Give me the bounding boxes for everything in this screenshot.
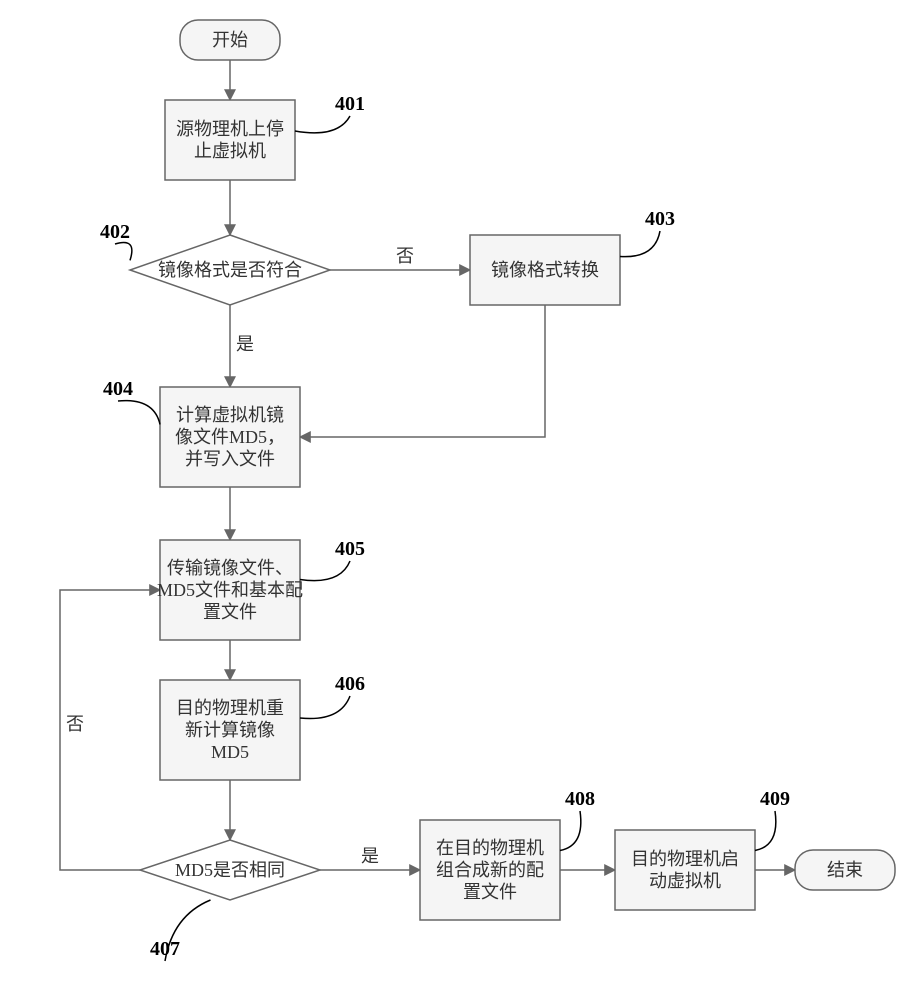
leader-405 bbox=[300, 561, 350, 581]
leader-403 bbox=[620, 231, 660, 257]
leader-409 bbox=[755, 811, 776, 851]
step-label-409: 409 bbox=[760, 788, 790, 810]
node-n409: 目的物理机启动虚拟机 bbox=[615, 830, 755, 910]
node-text-n403-0: 镜像格式转换 bbox=[491, 260, 599, 280]
node-text-n404-2: 并写入文件 bbox=[185, 449, 275, 469]
edge-label-n402-n404: 是 bbox=[236, 334, 254, 354]
node-start: 开始 bbox=[180, 20, 280, 60]
step-label-403: 403 bbox=[645, 208, 675, 230]
node-text-n405-1: MD5文件和基本配 bbox=[157, 580, 303, 600]
node-text-n409-0: 目的物理机启 bbox=[631, 849, 739, 869]
node-text-n404-0: 计算虚拟机镜 bbox=[176, 405, 284, 425]
step-label-407: 407 bbox=[150, 938, 180, 960]
node-text-n406-1: 新计算镜像 bbox=[185, 720, 275, 740]
node-text-n408-1: 组合成新的配 bbox=[436, 860, 544, 880]
edge-label-n402-n403: 否 bbox=[396, 246, 414, 266]
node-n406: 目的物理机重新计算镜像MD5 bbox=[160, 680, 300, 780]
step-label-404: 404 bbox=[103, 378, 133, 400]
step-label-402: 402 bbox=[100, 221, 130, 243]
edge-label-n407-n405: 否 bbox=[66, 714, 84, 734]
step-label-401: 401 bbox=[335, 93, 365, 115]
step-label-406: 406 bbox=[335, 673, 365, 695]
node-text-n406-0: 目的物理机重 bbox=[176, 698, 284, 718]
node-text-n405-0: 传输镜像文件、 bbox=[167, 558, 293, 578]
edge-label-n407-n408: 是 bbox=[361, 846, 379, 866]
edge-n403-n404 bbox=[300, 305, 545, 437]
node-text-n401-0: 源物理机上停 bbox=[176, 119, 284, 139]
leader-402 bbox=[115, 242, 132, 260]
node-text-n401-1: 止虚拟机 bbox=[194, 141, 266, 161]
node-n405: 传输镜像文件、MD5文件和基本配置文件 bbox=[157, 540, 303, 640]
node-n402: 镜像格式是否符合 bbox=[130, 235, 330, 305]
node-text-end: 结束 bbox=[827, 860, 863, 880]
node-end: 结束 bbox=[795, 850, 895, 890]
step-label-408: 408 bbox=[565, 788, 595, 810]
leader-404 bbox=[118, 401, 160, 425]
node-n401: 源物理机上停止虚拟机 bbox=[165, 100, 295, 180]
node-text-n406-2: MD5 bbox=[211, 742, 249, 762]
node-text-n409-1: 动虚拟机 bbox=[649, 871, 721, 891]
node-n404: 计算虚拟机镜像文件MD5，并写入文件 bbox=[160, 387, 300, 487]
flowchart-canvas: 是否是否 开始源物理机上停止虚拟机镜像格式是否符合镜像格式转换计算虚拟机镜像文件… bbox=[0, 0, 914, 1000]
node-n403: 镜像格式转换 bbox=[470, 235, 620, 305]
leader-408 bbox=[560, 811, 581, 851]
node-text-n407: MD5是否相同 bbox=[175, 860, 285, 880]
node-text-n408-0: 在目的物理机 bbox=[436, 838, 544, 858]
leader-406 bbox=[300, 696, 350, 719]
node-text-start: 开始 bbox=[212, 30, 248, 50]
node-n407: MD5是否相同 bbox=[140, 840, 320, 900]
node-text-n405-2: 置文件 bbox=[203, 602, 257, 622]
node-text-n408-2: 置文件 bbox=[463, 882, 517, 902]
leader-401 bbox=[295, 116, 350, 133]
node-text-n404-1: 像文件MD5， bbox=[175, 427, 285, 447]
step-label-405: 405 bbox=[335, 538, 365, 560]
node-text-n402: 镜像格式是否符合 bbox=[158, 260, 302, 280]
node-n408: 在目的物理机组合成新的配置文件 bbox=[420, 820, 560, 920]
